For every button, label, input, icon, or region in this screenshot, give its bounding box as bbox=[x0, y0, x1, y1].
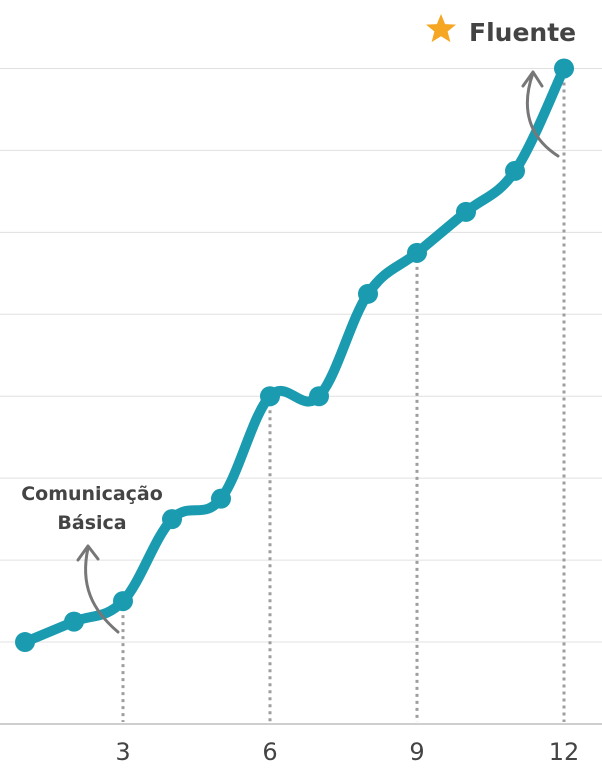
annotation-basic: Comunicação Básica bbox=[21, 483, 163, 634]
annotation-basic-arrow bbox=[76, 544, 120, 634]
annotation-fluent-arrow bbox=[521, 70, 560, 158]
data-point bbox=[358, 283, 378, 304]
data-point bbox=[309, 386, 329, 407]
data-point bbox=[407, 242, 427, 263]
guide-lines bbox=[121, 68, 566, 722]
x-tick-label: 9 bbox=[409, 738, 424, 766]
data-point bbox=[554, 58, 574, 79]
data-point bbox=[64, 611, 84, 632]
x-tick-label: 3 bbox=[115, 738, 130, 766]
data-point bbox=[113, 591, 133, 612]
data-point bbox=[456, 201, 476, 222]
x-tick-label: 6 bbox=[262, 738, 277, 766]
data-point bbox=[260, 386, 280, 407]
grid-lines bbox=[0, 67, 602, 643]
annotation-fluent: Fluente bbox=[426, 14, 576, 158]
data-point bbox=[15, 632, 35, 653]
x-tick-labels: 3 6 9 12 bbox=[115, 738, 579, 766]
data-point bbox=[211, 488, 231, 509]
x-tick-label: 12 bbox=[549, 738, 580, 766]
annotation-fluent-label: Fluente bbox=[469, 18, 576, 47]
annotation-basic-line1: Comunicação bbox=[21, 483, 163, 505]
star-icon bbox=[426, 14, 456, 43]
data-point bbox=[162, 509, 182, 530]
series-line bbox=[20, 63, 569, 648]
data-points bbox=[15, 58, 574, 653]
annotation-basic-line2: Básica bbox=[57, 512, 126, 534]
data-point bbox=[505, 160, 525, 181]
